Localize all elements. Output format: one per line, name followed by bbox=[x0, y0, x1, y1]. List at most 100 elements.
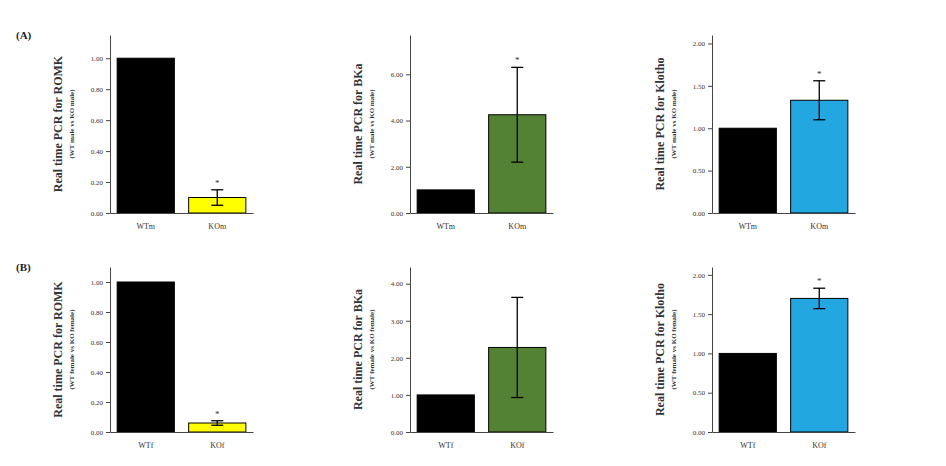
x-axis: WTf KOf bbox=[111, 432, 254, 450]
error-bar bbox=[511, 67, 523, 162]
error-bar bbox=[211, 421, 223, 426]
axis-line bbox=[411, 213, 554, 214]
panel: *0.000.501.001.502.00WTfKOfReal time PCR… bbox=[653, 268, 856, 450]
tick: KOm bbox=[208, 213, 227, 231]
axis-line bbox=[713, 432, 856, 433]
error-cap bbox=[211, 420, 223, 421]
tick-label: 0.80 bbox=[91, 86, 104, 94]
tick: 0.50 bbox=[693, 167, 712, 175]
tick-label: 3.00 bbox=[391, 318, 404, 326]
error-line bbox=[517, 297, 518, 397]
axis-subtitle: (WT male vs KO male) bbox=[68, 89, 76, 159]
tick-mark bbox=[106, 432, 110, 433]
tick: 2.00 bbox=[391, 355, 410, 363]
tick-label: 2.00 bbox=[693, 40, 706, 48]
axis-line bbox=[713, 213, 856, 214]
tick: 4.00 bbox=[391, 117, 410, 125]
tick-mark bbox=[708, 43, 712, 44]
tick-mark bbox=[406, 213, 410, 214]
axis-title: Real time PCR for BKa bbox=[351, 289, 365, 410]
significance-label: * bbox=[215, 178, 220, 188]
axis-line bbox=[712, 268, 713, 433]
plot-area bbox=[719, 288, 848, 432]
axis-title: Real time PCR for ROMK bbox=[51, 281, 65, 418]
error-bar bbox=[211, 190, 223, 205]
tick: 0.80 bbox=[91, 86, 110, 94]
tick-label: 2.00 bbox=[693, 272, 706, 280]
error-line bbox=[217, 190, 218, 205]
error-cap bbox=[211, 425, 223, 426]
error-cap bbox=[211, 205, 223, 206]
tick-mark bbox=[106, 342, 110, 343]
tick-label: 0.40 bbox=[91, 148, 104, 156]
plot-area bbox=[719, 81, 848, 213]
panel: *0.002.004.006.00WTmKOmReal time PCR for… bbox=[351, 36, 554, 231]
tick-label: 2.00 bbox=[391, 355, 404, 363]
bar bbox=[117, 282, 174, 432]
axis-title: Real time PCR for ROMK bbox=[51, 55, 65, 192]
tick: 0.50 bbox=[693, 389, 712, 397]
tick: WTf bbox=[438, 432, 453, 450]
tick-mark bbox=[106, 213, 110, 214]
error-bar bbox=[511, 297, 523, 397]
significance-label: * bbox=[817, 276, 822, 286]
tick: 0.00 bbox=[91, 210, 110, 218]
axis-line bbox=[410, 36, 411, 214]
y-axis: 0.001.002.003.004.00 bbox=[391, 268, 411, 437]
error-cap bbox=[511, 67, 523, 68]
tick-label: KOm bbox=[810, 222, 829, 231]
tick-label: 1.00 bbox=[693, 350, 706, 358]
tick: KOf bbox=[210, 432, 225, 450]
tick-label: 0.00 bbox=[391, 429, 404, 437]
tick-label: 0.50 bbox=[693, 389, 706, 397]
tick-label: 0.20 bbox=[91, 179, 104, 187]
tick-label: 0.00 bbox=[693, 429, 706, 437]
tick-mark bbox=[708, 86, 712, 87]
axis-line bbox=[110, 36, 111, 214]
tick-label: 6.00 bbox=[391, 71, 404, 79]
axis-subtitle: (WT female vs KO female) bbox=[368, 309, 376, 390]
tick-mark bbox=[406, 167, 410, 168]
error-bar bbox=[813, 288, 825, 308]
tick-label: 0.00 bbox=[391, 210, 404, 218]
tick: 0.60 bbox=[91, 339, 110, 347]
tick-mark bbox=[708, 314, 712, 315]
tick-label: WTf bbox=[438, 441, 453, 450]
significance-label: * bbox=[515, 55, 520, 65]
tick-mark bbox=[106, 372, 110, 373]
tick: 0.40 bbox=[91, 369, 110, 377]
tick: WTf bbox=[138, 432, 153, 450]
tick-mark bbox=[406, 284, 410, 285]
tick-mark bbox=[106, 58, 110, 59]
error-line bbox=[217, 421, 218, 426]
tick-mark bbox=[708, 275, 712, 276]
tick-label: 2.00 bbox=[391, 164, 404, 172]
panel: *0.000.200.400.600.801.00WTfKOfReal time… bbox=[16, 261, 254, 450]
tick-mark bbox=[708, 171, 712, 172]
tick: KOf bbox=[812, 432, 827, 450]
tick-label: 1.50 bbox=[693, 83, 706, 91]
tick-label: KOf bbox=[510, 441, 525, 450]
tick-mark bbox=[106, 282, 110, 283]
error-line bbox=[819, 81, 820, 120]
axis-subtitle: (WT male vs KO male) bbox=[670, 89, 678, 159]
y-axis: 0.00 2.00 4.00 6.00 bbox=[391, 36, 411, 218]
panel: *0.000.501.001.502.00WTmKOmReal time PCR… bbox=[653, 36, 856, 231]
tick-mark bbox=[106, 182, 110, 183]
significance-label: * bbox=[817, 69, 822, 79]
tick: KOm bbox=[508, 213, 527, 231]
error-cap bbox=[511, 397, 523, 398]
axis-title: Real time PCR for BKa bbox=[351, 63, 365, 184]
axis-subtitle: (WT female vs KO female) bbox=[68, 309, 76, 390]
panel: *0.000.200.400.600.801.00WTmKOmReal time… bbox=[16, 29, 254, 231]
axis-line bbox=[411, 432, 554, 433]
error-cap bbox=[813, 119, 825, 120]
bar bbox=[719, 353, 776, 432]
y-axis: 0.000.501.001.502.00 bbox=[693, 36, 713, 218]
error-bar bbox=[813, 81, 825, 120]
tick: 1.50 bbox=[693, 83, 712, 91]
tick-label: 0.00 bbox=[693, 210, 706, 218]
tick: 1.00 bbox=[693, 350, 712, 358]
tick-mark bbox=[406, 74, 410, 75]
y-axis: 0.000.501.001.502.00 bbox=[693, 268, 713, 437]
